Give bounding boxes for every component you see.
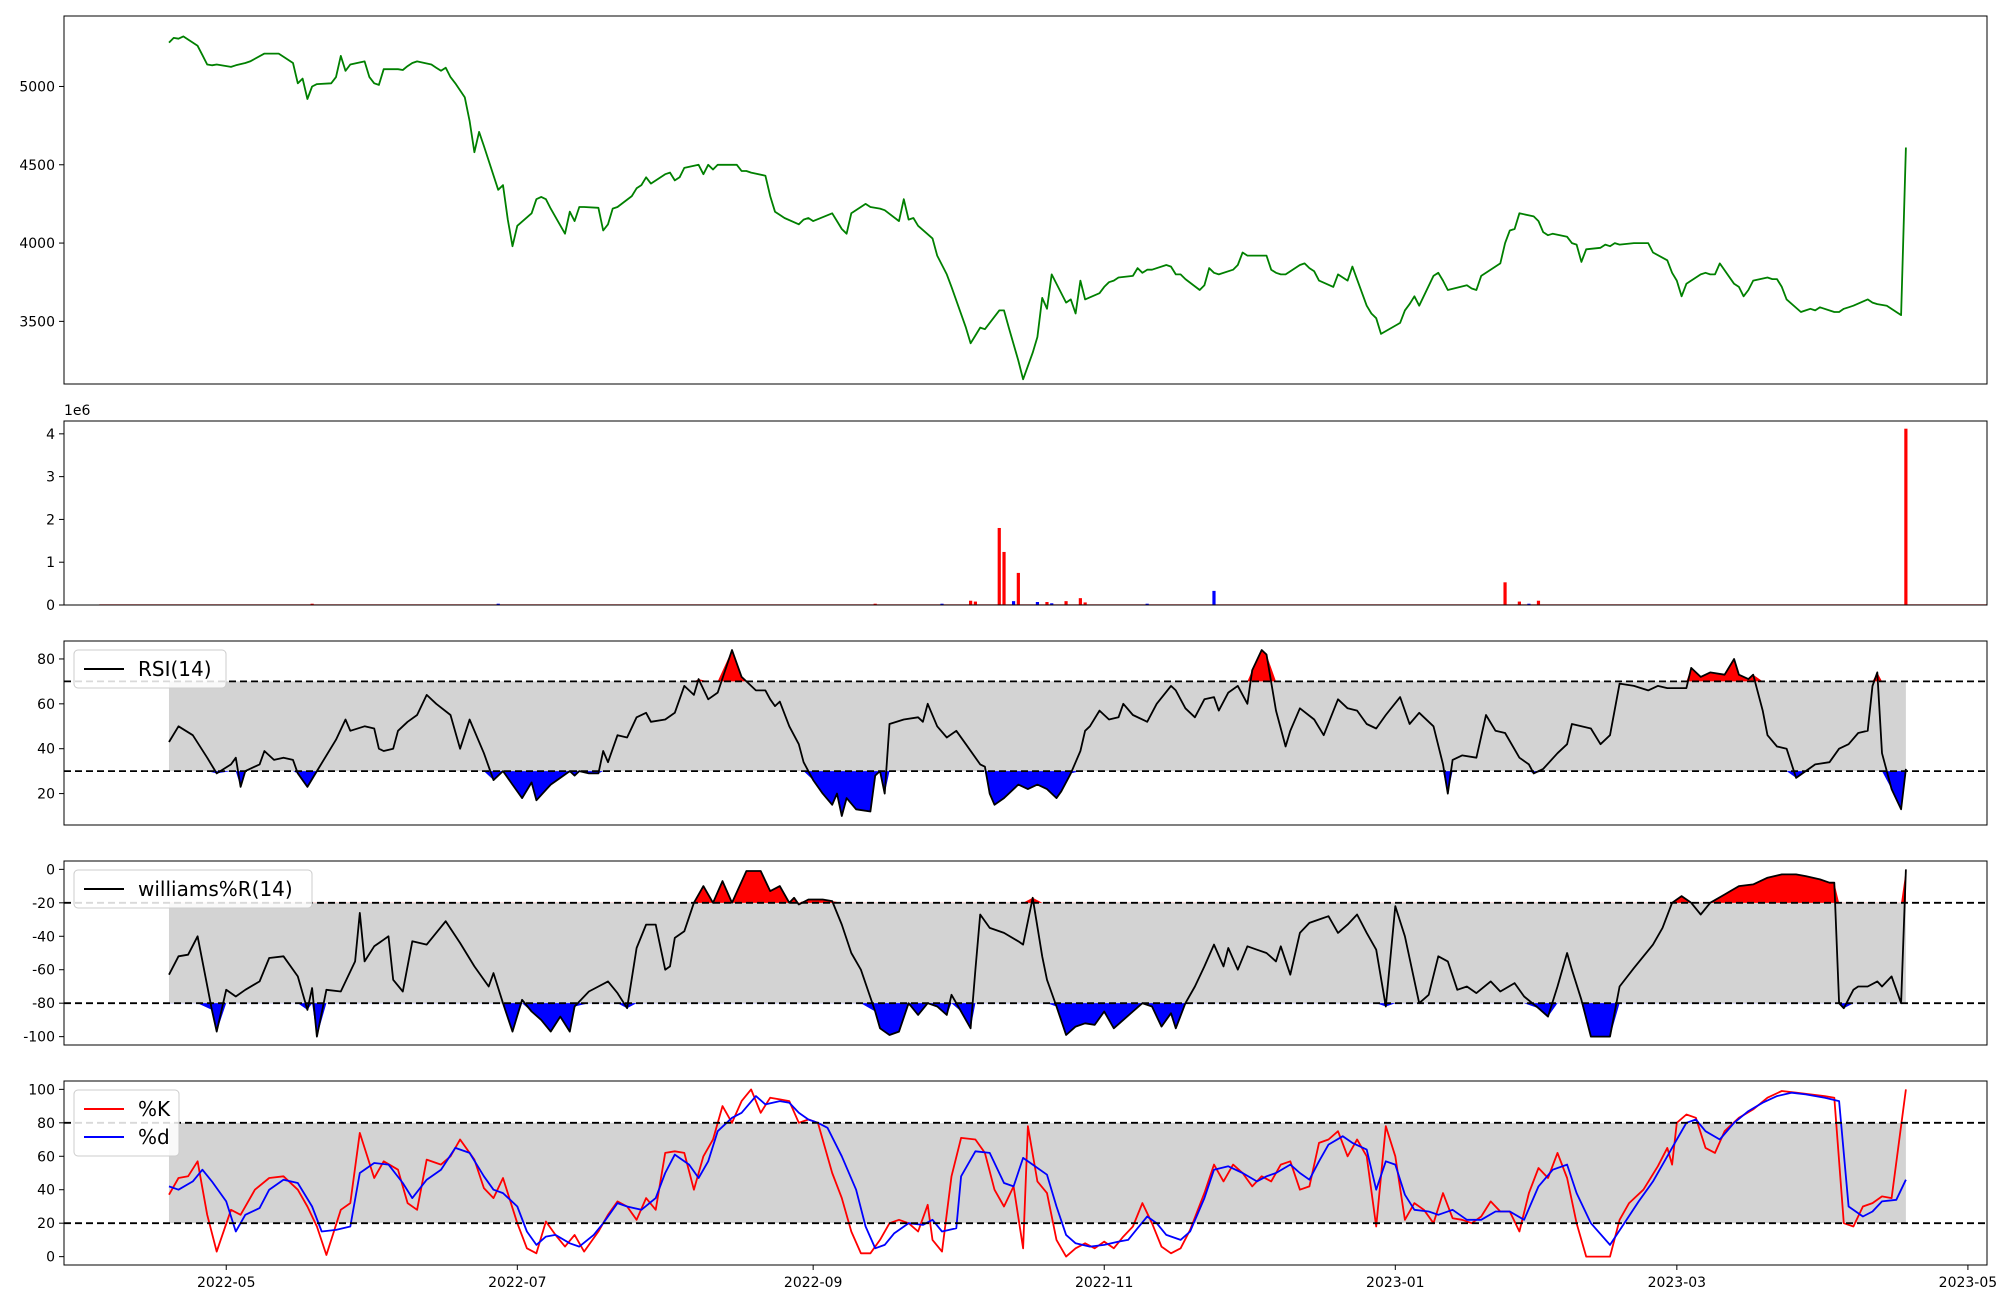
price-plot-area bbox=[168, 35, 1907, 381]
williams-y-tick-label: -60 bbox=[32, 963, 55, 979]
volume-bar bbox=[1212, 590, 1216, 605]
x-tick-label: 2022-07 bbox=[488, 1275, 547, 1291]
x-tick-label: 2022-09 bbox=[784, 1275, 843, 1291]
stochastic-y-tick-label: 20 bbox=[37, 1216, 55, 1232]
price-y-tick-label: 4500 bbox=[19, 158, 55, 174]
williams-panel: -100 -80 -60 -40 -20 0 williams%R(14) bbox=[23, 860, 1988, 1046]
stochastic-y-tick-label: 0 bbox=[46, 1250, 55, 1266]
volume-bar bbox=[1503, 582, 1507, 605]
rsi-y-tick-label: 80 bbox=[37, 652, 55, 668]
williams-y-tick-label: -80 bbox=[32, 996, 55, 1012]
stochastic-legend-box bbox=[73, 1089, 180, 1157]
price-series-line bbox=[168, 35, 1907, 381]
rsi-oversold-fill bbox=[168, 771, 1906, 816]
x-tick-label: 2023-01 bbox=[1366, 1275, 1425, 1291]
stochastic-frame bbox=[63, 1080, 1988, 1266]
volume-bar bbox=[1011, 601, 1016, 605]
volume-bar bbox=[1002, 551, 1006, 605]
williams-overbought-fill bbox=[168, 869, 1906, 903]
stochastic--k-line bbox=[168, 1088, 1907, 1258]
rsi-panel: 20 40 60 80 RSI(14) bbox=[37, 640, 1988, 826]
volume-y-tick-label: 1 bbox=[46, 555, 55, 571]
volume-panel: 0 1 2 3 4 1e6 bbox=[46, 403, 1988, 614]
stochastic-legend-label: %d bbox=[138, 1125, 170, 1149]
volume-offset-text: 1e6 bbox=[64, 403, 91, 419]
volume-bar bbox=[1035, 602, 1040, 605]
volume-y-tick-label: 2 bbox=[46, 512, 55, 528]
stochastic-y-tick-label: 40 bbox=[37, 1183, 55, 1199]
x-tick-label: 2022-05 bbox=[197, 1275, 256, 1291]
williams-legend-box bbox=[73, 869, 313, 909]
price-panel: 3500 4000 4500 5000 bbox=[19, 15, 1988, 385]
williams-plot-area bbox=[64, 869, 1987, 1038]
volume-plot-area bbox=[99, 428, 1987, 605]
price-y-tick-label: 4000 bbox=[19, 236, 55, 252]
volume-bar bbox=[1527, 603, 1531, 605]
stochastic--d-line bbox=[168, 1091, 1907, 1250]
volume-bar bbox=[873, 603, 877, 605]
volume-frame bbox=[63, 420, 1988, 606]
williams-oversold-fill bbox=[168, 1003, 1906, 1037]
rsi-legend-box bbox=[73, 649, 227, 689]
volume-bar bbox=[310, 603, 314, 605]
rsi-legend-label: RSI(14) bbox=[138, 657, 212, 681]
rsi-y-tick-label: 40 bbox=[37, 742, 55, 758]
stochastic-y-tick-label: 80 bbox=[37, 1116, 55, 1132]
volume-bar bbox=[496, 603, 500, 605]
stochastic-legend-label: %K bbox=[138, 1097, 171, 1121]
volume-bar bbox=[1517, 601, 1521, 605]
rsi-y-tick-label: 60 bbox=[37, 697, 55, 713]
x-tick-label: 2023-03 bbox=[1648, 1275, 1707, 1291]
williams-williams-r-14--line bbox=[168, 869, 1907, 1038]
volume-bar bbox=[940, 603, 944, 605]
price-y-tick-label: 5000 bbox=[19, 79, 55, 95]
volume-bar bbox=[1045, 602, 1049, 605]
rsi-plot-area bbox=[64, 649, 1987, 817]
price-y-tick-label: 3500 bbox=[19, 314, 55, 330]
x-tick-label: 2022-11 bbox=[1075, 1275, 1134, 1291]
rsi-y-tick-label: 20 bbox=[37, 787, 55, 803]
stochastic-y-tick-label: 60 bbox=[37, 1149, 55, 1165]
stochastic-neutral-band bbox=[168, 1122, 1906, 1224]
williams-y-tick-label: -40 bbox=[32, 929, 55, 945]
volume-bar bbox=[1016, 572, 1020, 605]
volume-bar bbox=[969, 600, 973, 605]
rsi-overbought-fill bbox=[168, 650, 1906, 682]
stochastic-panel: 0 20 40 60 80 100 2022-05 2022-07 2022-09 2022-11… bbox=[28, 1080, 1998, 1291]
volume-bar bbox=[1536, 600, 1541, 605]
volume-y-tick-label: 0 bbox=[46, 598, 55, 614]
williams-neutral-band bbox=[168, 902, 1906, 1004]
williams-y-tick-label: 0 bbox=[46, 862, 55, 878]
volume-bar bbox=[1078, 598, 1082, 605]
williams-frame bbox=[63, 860, 1988, 1046]
williams-y-tick-label: -20 bbox=[32, 896, 55, 912]
volume-bar bbox=[1145, 603, 1149, 605]
williams-y-tick-label: -100 bbox=[23, 1030, 55, 1046]
volume-bar bbox=[1904, 428, 1908, 605]
volume-bar bbox=[1083, 602, 1087, 605]
volume-bar bbox=[1064, 601, 1068, 605]
x-tick-label: 2023-05 bbox=[1939, 1275, 1998, 1291]
volume-y-tick-label: 3 bbox=[46, 470, 55, 486]
rsi-rsi-14--line bbox=[168, 649, 1907, 817]
volume-bar bbox=[973, 601, 977, 605]
rsi-frame bbox=[63, 640, 1988, 826]
stochastic-y-tick-label: 100 bbox=[28, 1082, 55, 1098]
rsi-neutral-band bbox=[168, 681, 1906, 772]
stochastic-plot-area bbox=[64, 1088, 1987, 1258]
williams-legend-label: williams%R(14) bbox=[138, 877, 293, 901]
volume-bar bbox=[997, 527, 1001, 605]
price-frame bbox=[63, 15, 1988, 385]
volume-y-tick-label: 4 bbox=[46, 427, 55, 443]
volume-bar bbox=[1050, 603, 1054, 605]
